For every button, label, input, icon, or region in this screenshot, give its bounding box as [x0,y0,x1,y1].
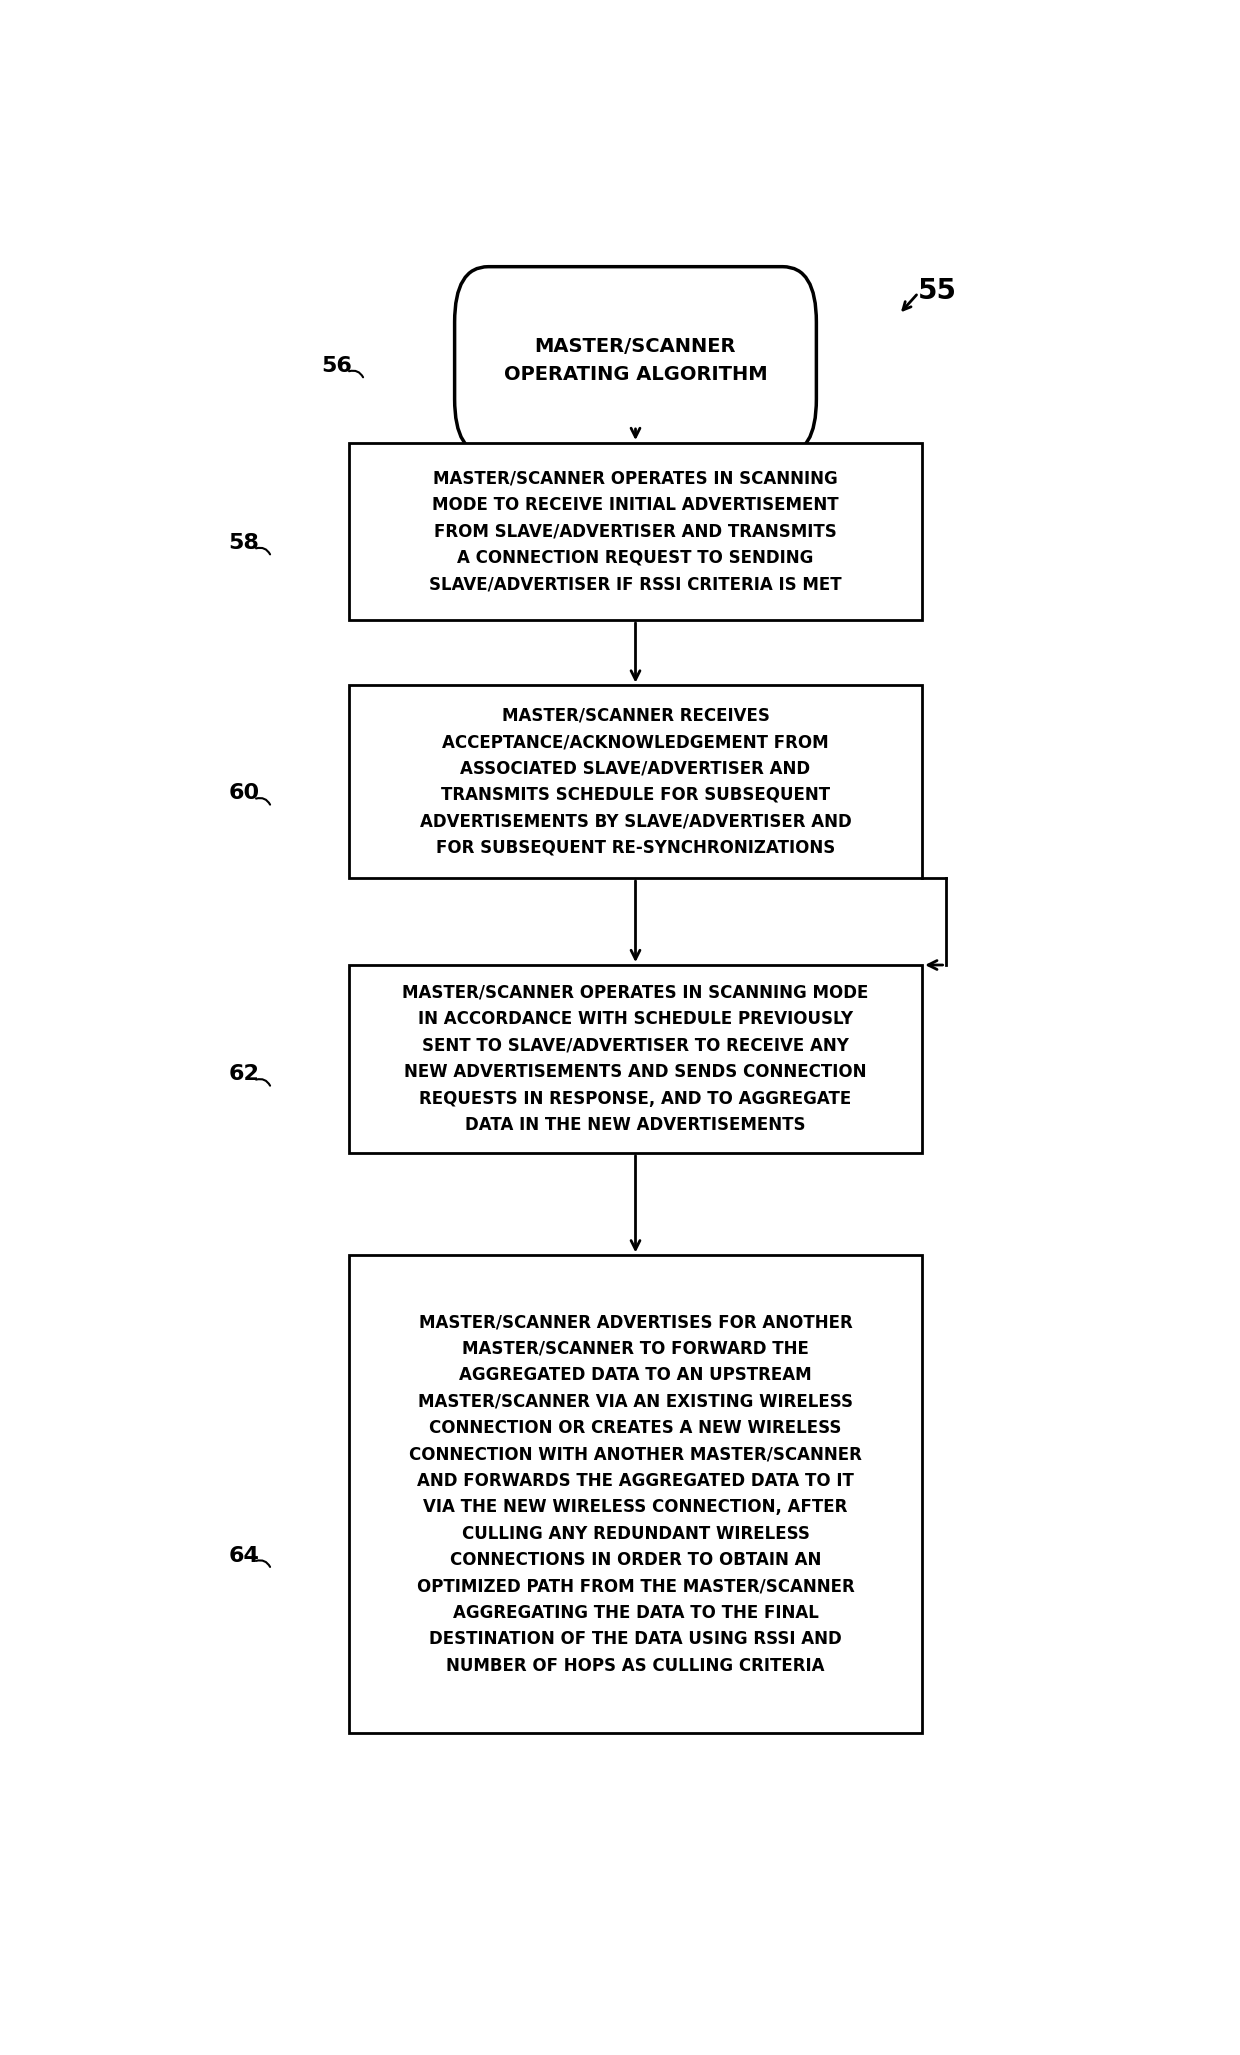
Text: 55: 55 [919,277,957,306]
Text: MASTER/SCANNER ADVERTISES FOR ANOTHER
MASTER/SCANNER TO FORWARD THE
AGGREGATED D: MASTER/SCANNER ADVERTISES FOR ANOTHER MA… [409,1313,862,1675]
Text: MASTER/SCANNER RECEIVES
ACCEPTANCE/ACKNOWLEDGEMENT FROM
ASSOCIATED SLAVE/ADVERTI: MASTER/SCANNER RECEIVES ACCEPTANCE/ACKNO… [419,707,852,857]
Text: 56: 56 [321,356,352,376]
FancyBboxPatch shape [455,267,816,454]
Text: 60: 60 [228,783,259,804]
Text: 64: 64 [228,1545,259,1566]
Bar [348,964,923,1153]
Text: MASTER/SCANNER
OPERATING ALGORITHM: MASTER/SCANNER OPERATING ALGORITHM [503,337,768,384]
Bar [348,1256,923,1732]
Text: MASTER/SCANNER OPERATES IN SCANNING MODE
IN ACCORDANCE WITH SCHEDULE PREVIOUSLY
: MASTER/SCANNER OPERATES IN SCANNING MODE… [402,984,869,1134]
Bar [348,444,923,621]
Text: MASTER/SCANNER OPERATES IN SCANNING
MODE TO RECEIVE INITIAL ADVERTISEMENT
FROM S: MASTER/SCANNER OPERATES IN SCANNING MODE… [429,471,842,594]
Bar [348,686,923,877]
Text: 62: 62 [228,1064,259,1085]
Text: 58: 58 [228,532,259,553]
